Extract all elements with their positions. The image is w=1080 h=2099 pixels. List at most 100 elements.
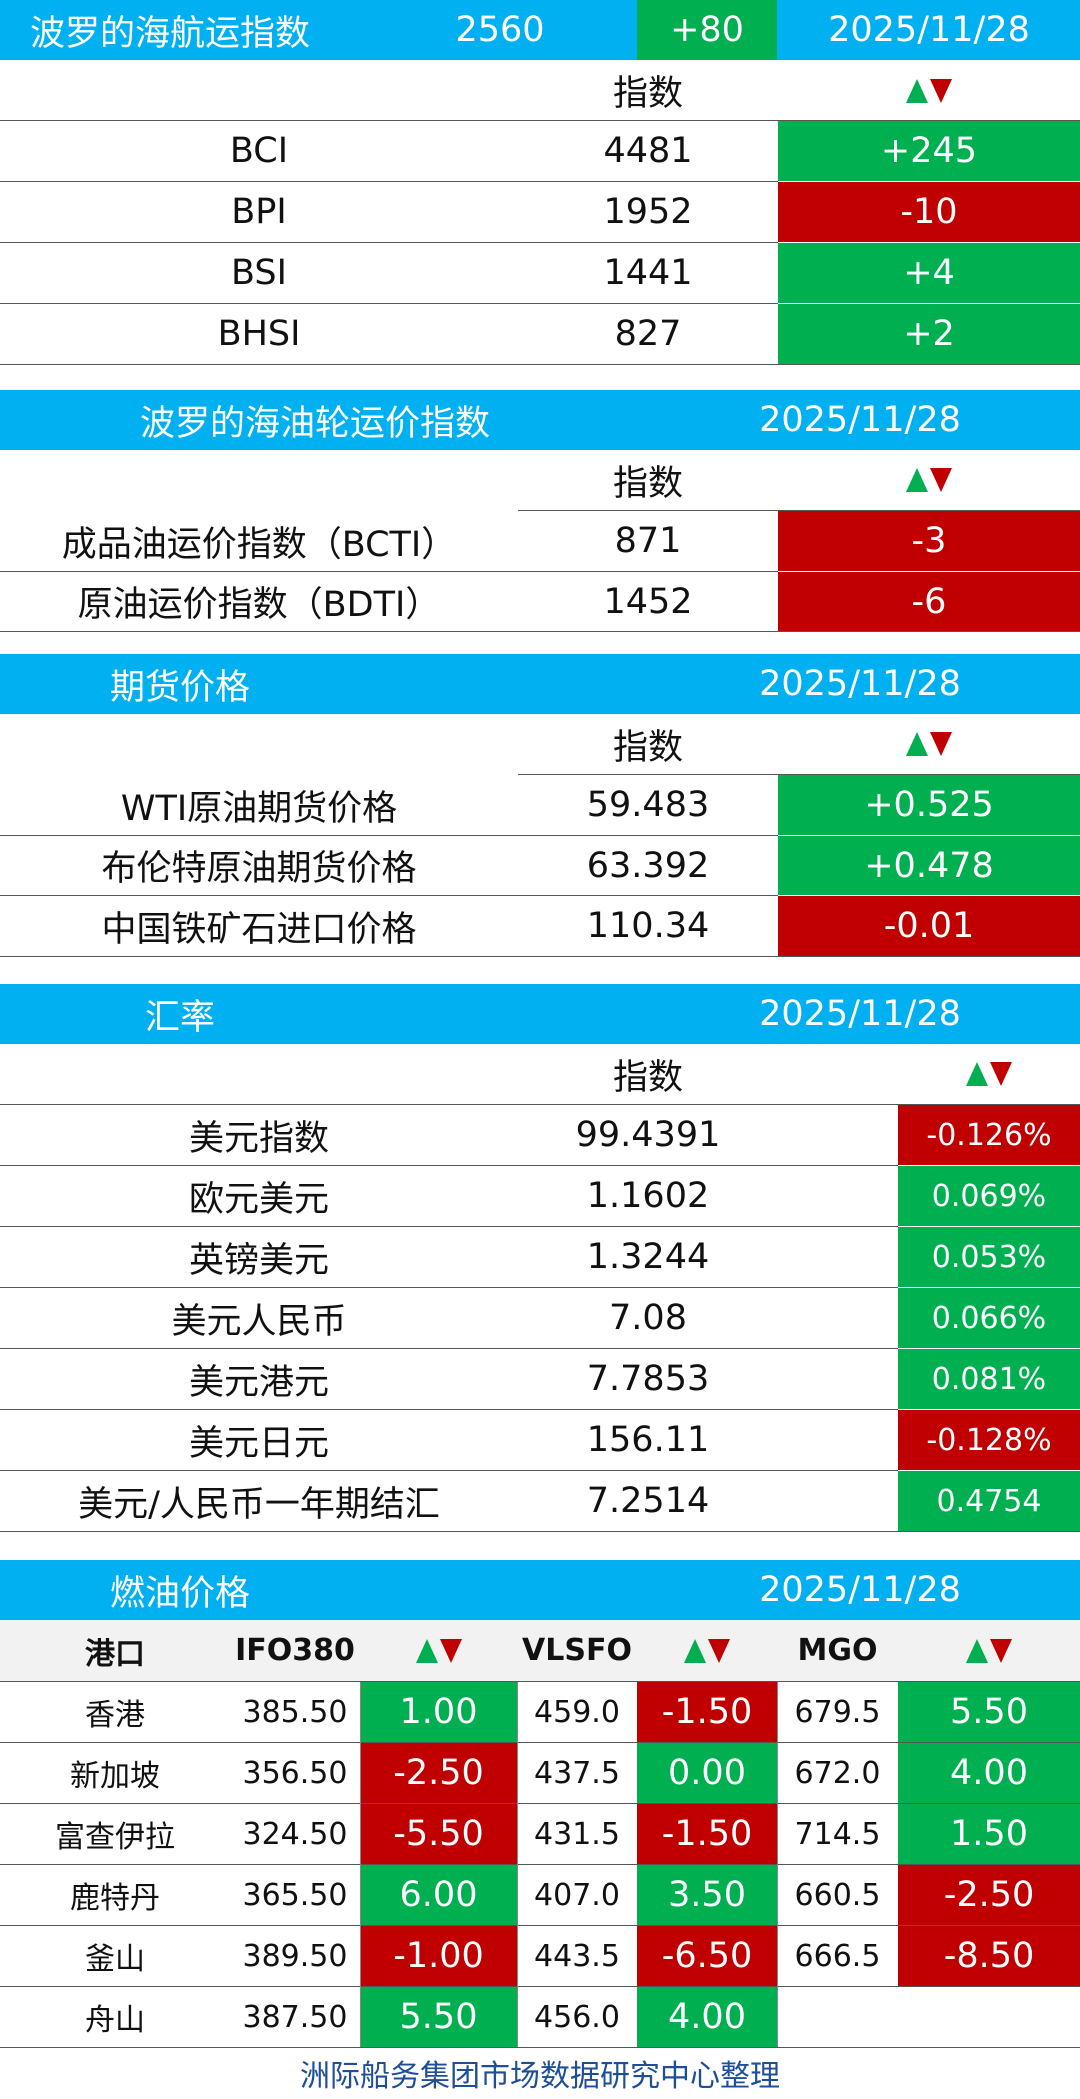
column-label: 指数 [612, 74, 683, 114]
table-row: 美元指数 99.4391 -0.126% [0, 1105, 1080, 1165]
row-name: 美元港元 [188, 1362, 329, 1403]
row-value: 59.483 [586, 785, 710, 825]
row-change: -6 [778, 572, 1080, 631]
vlsfo-change: -6.50 [637, 1926, 777, 1986]
row-value: 1452 [603, 581, 693, 622]
row-name: 中国铁矿石进口价格 [101, 909, 417, 950]
row-value: 1441 [603, 253, 693, 293]
vlsfo-change: 4.00 [637, 1987, 777, 2047]
table-row: 美元人民币 7.08 0.066% [0, 1288, 1080, 1348]
ifo380-change: -5.50 [360, 1804, 517, 1864]
mgo-price: 666.5 [794, 1938, 881, 1974]
mgo-change: -8.50 [898, 1926, 1080, 1986]
row-change: +0.478 [778, 836, 1080, 895]
vlsfo-change: 0.00 [637, 1743, 777, 1803]
tanker-header: 波罗的海油轮运价指数 2025/11/28 [0, 390, 1080, 450]
row-change: +2 [778, 304, 1080, 364]
section-date: 2025/11/28 [759, 994, 961, 1034]
port-name: 鹿特丹 [70, 1881, 160, 1916]
row-name: 原油运价指数（BDTI） [77, 585, 441, 625]
row-change: -3 [778, 511, 1080, 571]
section-date: 2025/11/28 [828, 10, 1030, 50]
vlsfo-price: 407.0 [534, 1877, 620, 1913]
column-port: 港口 [85, 1636, 145, 1672]
table-row: 富查伊拉 324.50 -5.50 431.5 -1.50 714.5 1.50 [0, 1804, 1080, 1864]
row-value: 4481 [603, 131, 693, 171]
table-row: 欧元美元 1.1602 0.069% [0, 1166, 1080, 1226]
column-vlsfo: VLSFO [522, 1633, 632, 1668]
row-name: BSI [231, 253, 287, 293]
up-down-triangles-icon [360, 1620, 517, 1681]
row-value: 63.392 [586, 845, 710, 886]
ifo380-change: -1.00 [360, 1926, 517, 1986]
column-ifo380: IFO380 [235, 1633, 355, 1668]
mgo-price: 679.5 [794, 1694, 881, 1730]
table-row: 布伦特原油期货价格 63.392 +0.478 [0, 836, 1080, 895]
up-down-triangles-icon [898, 1620, 1080, 1681]
column-label: 指数 [612, 1057, 683, 1098]
column-header-row: 指数 [0, 714, 1080, 774]
row-change: 0.053% [898, 1227, 1080, 1287]
row-change: +245 [778, 121, 1080, 181]
vlsfo-price: 456.0 [534, 1999, 620, 2035]
mgo-change: 5.50 [898, 1682, 1080, 1742]
row-value: 7.7853 [586, 1359, 710, 1399]
table-row: 鹿特丹 365.50 6.00 407.0 3.50 660.5 -2.50 [0, 1865, 1080, 1925]
vlsfo-change: -1.50 [637, 1804, 777, 1864]
mgo-price: 714.5 [794, 1816, 881, 1852]
ifo380-price: 324.50 [242, 1816, 348, 1852]
bunker-header: 燃油价格 2025/11/28 [0, 1560, 1080, 1620]
row-value: 110.34 [586, 906, 710, 946]
section-title: 波罗的海油轮运价指数 [139, 403, 490, 444]
section-title: 期货价格 [109, 667, 250, 708]
row-name: 美元日元 [188, 1423, 329, 1464]
table-row: 美元日元 156.11 -0.128% [0, 1410, 1080, 1470]
ifo380-price: 387.50 [242, 1999, 348, 2035]
section-title: 汇率 [144, 997, 215, 1038]
row-value: 1.1602 [586, 1176, 710, 1216]
up-down-triangles-icon [778, 60, 1080, 121]
mgo-change: 1.50 [898, 1804, 1080, 1864]
row-change: +4 [778, 243, 1080, 303]
row-change: 0.081% [898, 1349, 1080, 1409]
row-value: 7.2514 [586, 1481, 710, 1521]
port-name: 新加坡 [70, 1759, 160, 1794]
row-name: 英镑美元 [188, 1240, 329, 1281]
table-row: 美元港元 7.7853 0.081% [0, 1349, 1080, 1409]
vlsfo-price: 443.5 [534, 1938, 620, 1974]
column-label: 指数 [612, 463, 683, 504]
row-change: -0.126% [898, 1105, 1080, 1165]
section-title: 波罗的海航运指数 [29, 13, 310, 54]
row-value: 871 [614, 521, 682, 561]
row-name: 美元指数 [188, 1118, 329, 1159]
table-row: BHSI 827 +2 [0, 304, 1080, 364]
column-header-row: 指数 [0, 450, 1080, 510]
table-row: BPI 1952 -10 [0, 182, 1080, 242]
bunker-column-header-row: 港口 IFO380 VLSFO MGO [0, 1620, 1080, 1681]
baltic-dry-header: 波罗的海航运指数 2560 +80 2025/11/28 [0, 0, 1080, 60]
row-name: BHSI [217, 314, 301, 354]
column-label: 指数 [612, 727, 683, 768]
table-row: WTI原油期货价格 59.483 +0.525 [0, 775, 1080, 835]
row-name: BCI [229, 131, 289, 171]
row-value: 1952 [603, 192, 693, 232]
ifo380-price: 356.50 [242, 1755, 348, 1791]
row-change: +0.525 [778, 775, 1080, 835]
up-down-triangles-icon [778, 714, 1080, 774]
vlsfo-change: 3.50 [637, 1865, 777, 1925]
row-change: 0.066% [898, 1288, 1080, 1348]
table-row: BCI 4481 +245 [0, 121, 1080, 181]
table-row: 成品油运价指数（BCTI） 871 -3 [0, 511, 1080, 571]
row-name: 布伦特原油期货价格 [101, 849, 417, 889]
row-change: 0.4754 [898, 1471, 1080, 1531]
mgo-price: 660.5 [794, 1877, 881, 1913]
row-value: 156.11 [586, 1420, 710, 1460]
mgo-change: -2.50 [898, 1865, 1080, 1925]
row-value: 827 [614, 314, 682, 354]
table-row: 英镑美元 1.3244 0.053% [0, 1227, 1080, 1287]
port-name: 香港 [85, 1698, 145, 1733]
column-header-row: 指数 [0, 60, 1080, 121]
table-row: 新加坡 356.50 -2.50 437.5 0.00 672.0 4.00 [0, 1743, 1080, 1803]
ifo380-price: 365.50 [242, 1877, 348, 1913]
table-row: BSI 1441 +4 [0, 243, 1080, 303]
